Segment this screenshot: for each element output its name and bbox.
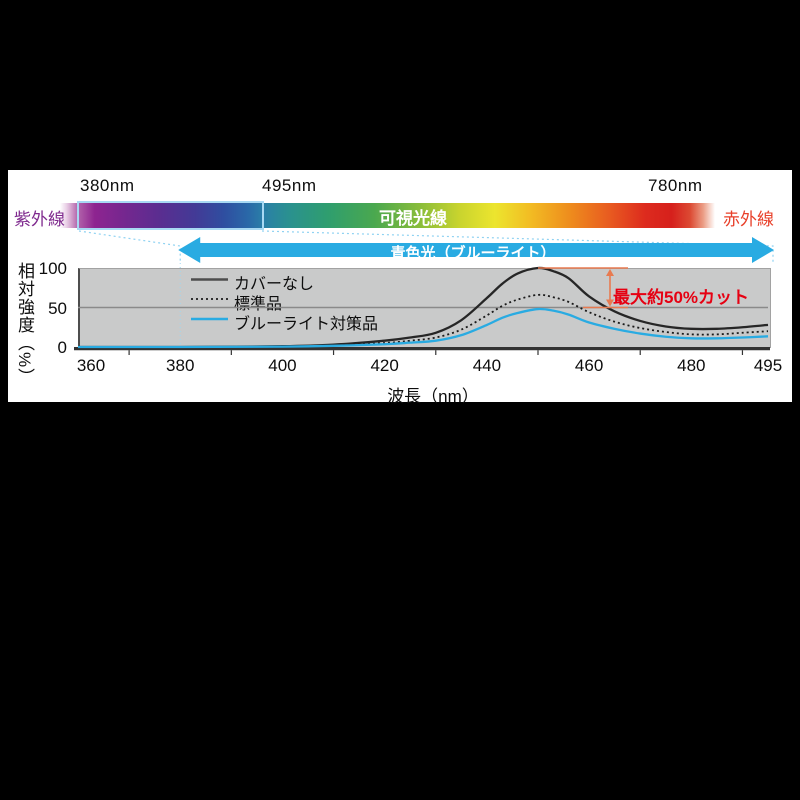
visible-light-label: 可視光線: [379, 209, 447, 228]
x-tick-label-480: 480: [677, 356, 706, 375]
wavelength-label-495nm: 495nm: [262, 176, 317, 195]
bluelight-band-highlight-box: [77, 201, 264, 230]
chart-plot-area: [78, 268, 771, 348]
y-tick-label-50: 50: [48, 298, 67, 318]
bluelight-arrow-label: 青色光（ブルーライト）: [390, 245, 556, 262]
infrared-label: 赤外線: [723, 210, 774, 229]
legend-label-3: ブルーライト対策品: [234, 315, 379, 333]
x-axis-title: 波長（nm）: [387, 387, 479, 406]
x-tick-label-360: 360: [76, 356, 106, 375]
x-tick-label-440: 440: [472, 356, 502, 375]
y-tick-label-0: 0: [57, 338, 67, 357]
band-connector-left: [78, 230, 181, 263]
ultraviolet-label: 紫外線: [14, 210, 65, 229]
x-tick-label-420: 420: [370, 356, 399, 375]
x-tick-label-380: 380: [166, 356, 195, 375]
x-tick-label-495: 495: [753, 356, 783, 375]
content-panel: 380nm 495nm 780nm 紫外線 可視光線 赤外線 青色光（ブルーライ…: [8, 170, 792, 406]
y-axis-title: 相対強度（%）: [15, 262, 34, 387]
x-tick-label-460: 460: [574, 356, 604, 375]
cut-annotation-text: 最大約50%カット: [613, 288, 750, 307]
wavelength-label-380nm: 380nm: [80, 176, 135, 195]
visible-spectrum-bar: [60, 203, 715, 228]
x-tick-label-400: 400: [268, 356, 297, 375]
y-tick-label-100: 100: [38, 259, 67, 278]
wavelength-label-780nm: 780nm: [648, 176, 703, 195]
